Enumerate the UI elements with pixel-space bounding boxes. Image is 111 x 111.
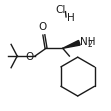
Text: O: O bbox=[26, 52, 34, 62]
Text: Cl: Cl bbox=[56, 5, 66, 15]
Text: NH: NH bbox=[80, 37, 96, 47]
Text: O: O bbox=[38, 22, 46, 32]
Polygon shape bbox=[63, 40, 80, 48]
Text: 2: 2 bbox=[88, 40, 92, 49]
Text: H: H bbox=[67, 13, 74, 23]
